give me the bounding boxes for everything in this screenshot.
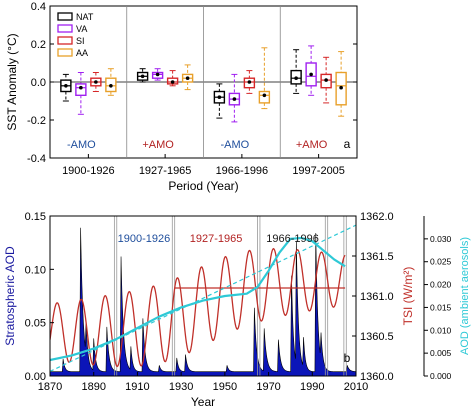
x-axis-label-a: Period (Year) bbox=[168, 179, 238, 193]
box-mean bbox=[294, 76, 298, 80]
x-tick-label-b: 1990 bbox=[300, 381, 324, 393]
box-nat bbox=[60, 73, 72, 102]
y-axis-label-b-right2: AOD (ambient aerosols) bbox=[459, 237, 471, 355]
y-tick-label-a: 0.2 bbox=[31, 39, 46, 51]
legend-swatch bbox=[57, 36, 73, 45]
y-axis-label-b-right1: TSI (W/m²) bbox=[401, 267, 415, 326]
period-label-b: 1927-1965 bbox=[190, 233, 243, 245]
x-tick-label-b: 1890 bbox=[81, 381, 105, 393]
y-tick-label-b-right2: 0.010 bbox=[430, 325, 452, 335]
y-tick-label-a: -0.4 bbox=[27, 153, 46, 165]
y-tick-label-b-right1: 1361.0 bbox=[360, 291, 394, 303]
amo-phase-label: -AMO bbox=[67, 139, 96, 151]
box-mean bbox=[339, 85, 343, 90]
panel-label-a: a bbox=[344, 137, 351, 151]
box-mean bbox=[217, 95, 222, 99]
x-tick-label-b: 2010 bbox=[344, 381, 368, 393]
box-mean bbox=[232, 97, 237, 101]
period-label-b: 1900-1926 bbox=[118, 233, 171, 245]
y-tick-label-b-right2: 0.025 bbox=[430, 257, 452, 267]
y-tick-label-b-left: 0.05 bbox=[25, 318, 46, 330]
box-va bbox=[305, 45, 317, 96]
legend-label: AA bbox=[76, 48, 88, 58]
panel-label-b: b bbox=[344, 351, 351, 365]
box-mean bbox=[79, 85, 83, 90]
ambient-aod-trend bbox=[50, 224, 356, 372]
legend-a: NAT VA SI AA bbox=[57, 12, 94, 58]
box-mean bbox=[140, 74, 145, 79]
x-tick-label-b: 1950 bbox=[213, 381, 237, 393]
stratospheric-aod-area bbox=[50, 227, 356, 376]
legend-swatch bbox=[57, 12, 73, 21]
x-tick-label-a: 1997-2005 bbox=[292, 165, 345, 177]
box-va bbox=[75, 72, 87, 115]
amo-phase-label: +AMO bbox=[142, 139, 174, 151]
x-tick-label-a: 1900-1926 bbox=[62, 165, 115, 177]
box-si bbox=[166, 70, 179, 87]
box-nat bbox=[290, 49, 302, 94]
y-tick-label-b-right1: 1360.0 bbox=[360, 371, 394, 383]
x-tick-label-b: 1910 bbox=[125, 381, 149, 393]
box-aa bbox=[105, 68, 117, 96]
box-aa bbox=[258, 47, 271, 110]
panel-b: 1870 1890 1910 1930 1950 1970 1990 2010 Year 0.00… bbox=[3, 211, 471, 408]
y-tick-label-b-right2: 0.015 bbox=[430, 302, 452, 312]
y-tick-label-b-right1: 1360.5 bbox=[360, 331, 394, 343]
period-label-b: 1966-1996 bbox=[266, 233, 319, 245]
box-body bbox=[75, 83, 87, 97]
box-mean bbox=[94, 80, 98, 84]
box-aa bbox=[335, 51, 347, 117]
box-mean bbox=[155, 72, 160, 77]
y-tick-label-a: -0.2 bbox=[27, 115, 46, 127]
amo-phase-label: -AMO bbox=[221, 139, 250, 151]
x-tick-label-b: 1930 bbox=[169, 381, 193, 393]
y-tick-label-b-right2: 0.020 bbox=[430, 280, 452, 290]
box-va bbox=[228, 73, 241, 123]
amo-phase-label: +AMO bbox=[296, 139, 328, 151]
box-aa bbox=[181, 64, 194, 91]
y-tick-label-b-right2: 0.005 bbox=[430, 348, 452, 358]
box-mean bbox=[262, 93, 267, 98]
y-tick-label-b-right1: 1361.5 bbox=[360, 251, 394, 263]
legend-label: NAT bbox=[76, 12, 94, 22]
box-si bbox=[243, 70, 256, 94]
x-tick-label-a: 1927-1965 bbox=[139, 165, 192, 177]
panel-a: -0.4 -0.2 0.0 0.2 0.4 SST Anomaly (°C) 1900-19… bbox=[5, 1, 358, 193]
y-tick-label-b-right1: 1362.0 bbox=[360, 211, 394, 223]
legend-swatch bbox=[57, 48, 73, 57]
legend-swatch bbox=[57, 24, 73, 33]
box-si bbox=[320, 56, 332, 104]
box-si bbox=[90, 72, 102, 92]
y-tick-label-a: 0.0 bbox=[31, 77, 46, 89]
tsi-line bbox=[50, 247, 346, 368]
box-body bbox=[258, 90, 271, 104]
box-nat bbox=[213, 83, 226, 119]
legend-label: SI bbox=[76, 36, 85, 46]
y-tick-label-b-left: 0.00 bbox=[25, 371, 46, 383]
y-tick-label-b-right2: 0.030 bbox=[430, 234, 452, 244]
box-mean bbox=[324, 78, 328, 82]
x-axis-label-b: Year bbox=[191, 395, 215, 408]
ambient-aod-line bbox=[50, 236, 346, 362]
box-mean bbox=[185, 76, 190, 80]
box-nat bbox=[136, 68, 149, 83]
y-axis-label-b-left: Stratospheric AOD bbox=[3, 246, 17, 346]
x-tick-label-b: 1870 bbox=[38, 381, 62, 393]
y-tick-label-b-left: 0.15 bbox=[25, 211, 46, 223]
box-mean bbox=[247, 80, 252, 84]
y-tick-label-b-right2: 0.000 bbox=[430, 371, 452, 381]
box-mean bbox=[170, 80, 175, 84]
y-tick-label-a: 0.4 bbox=[31, 1, 46, 13]
legend-label: VA bbox=[76, 24, 87, 34]
box-mean bbox=[309, 72, 313, 77]
x-tick-label-a: 1966-1996 bbox=[216, 165, 269, 177]
box-mean bbox=[109, 84, 113, 88]
y-axis-label-a: SST Anomaly (°C) bbox=[5, 33, 19, 130]
x-tick-label-b: 1970 bbox=[256, 381, 280, 393]
box-mean bbox=[64, 84, 68, 88]
box-va bbox=[151, 68, 164, 81]
y-tick-label-b-left: 0.10 bbox=[25, 264, 46, 276]
